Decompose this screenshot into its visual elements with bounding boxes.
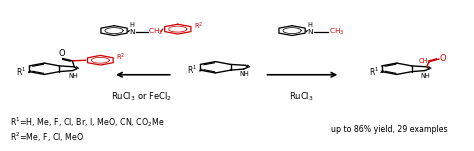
Text: up to 86% yield, 29 examples: up to 86% yield, 29 examples xyxy=(331,125,447,134)
Text: NH: NH xyxy=(421,73,430,79)
Text: H: H xyxy=(129,22,134,28)
Text: R$^2$: R$^2$ xyxy=(117,52,126,63)
Text: N: N xyxy=(307,29,313,35)
Text: NH: NH xyxy=(240,71,249,77)
Text: R$^1$: R$^1$ xyxy=(16,65,27,78)
Text: N: N xyxy=(129,29,135,35)
Text: NH: NH xyxy=(68,73,78,79)
Text: R$^2$: R$^2$ xyxy=(194,21,203,32)
Text: R$^1$: R$^1$ xyxy=(187,64,198,76)
Text: RuCl$_3$ or FeCl$_2$: RuCl$_3$ or FeCl$_2$ xyxy=(111,90,172,103)
Text: R$^2$=Me, F, Cl, MeO: R$^2$=Me, F, Cl, MeO xyxy=(10,130,84,144)
Text: R$^1$=H, Me, F, Cl, Br, I, MeO, CN, CO$_2$Me: R$^1$=H, Me, F, Cl, Br, I, MeO, CN, CO$_… xyxy=(10,115,164,129)
Text: CH$_2$: CH$_2$ xyxy=(148,27,164,37)
Text: RuCl$_3$: RuCl$_3$ xyxy=(289,90,314,103)
Text: H: H xyxy=(308,22,312,28)
Text: CH: CH xyxy=(419,58,428,64)
Text: O: O xyxy=(440,54,447,63)
Text: CH$_3$: CH$_3$ xyxy=(329,27,345,37)
Text: O: O xyxy=(59,49,65,58)
Text: R$^1$: R$^1$ xyxy=(369,65,379,78)
